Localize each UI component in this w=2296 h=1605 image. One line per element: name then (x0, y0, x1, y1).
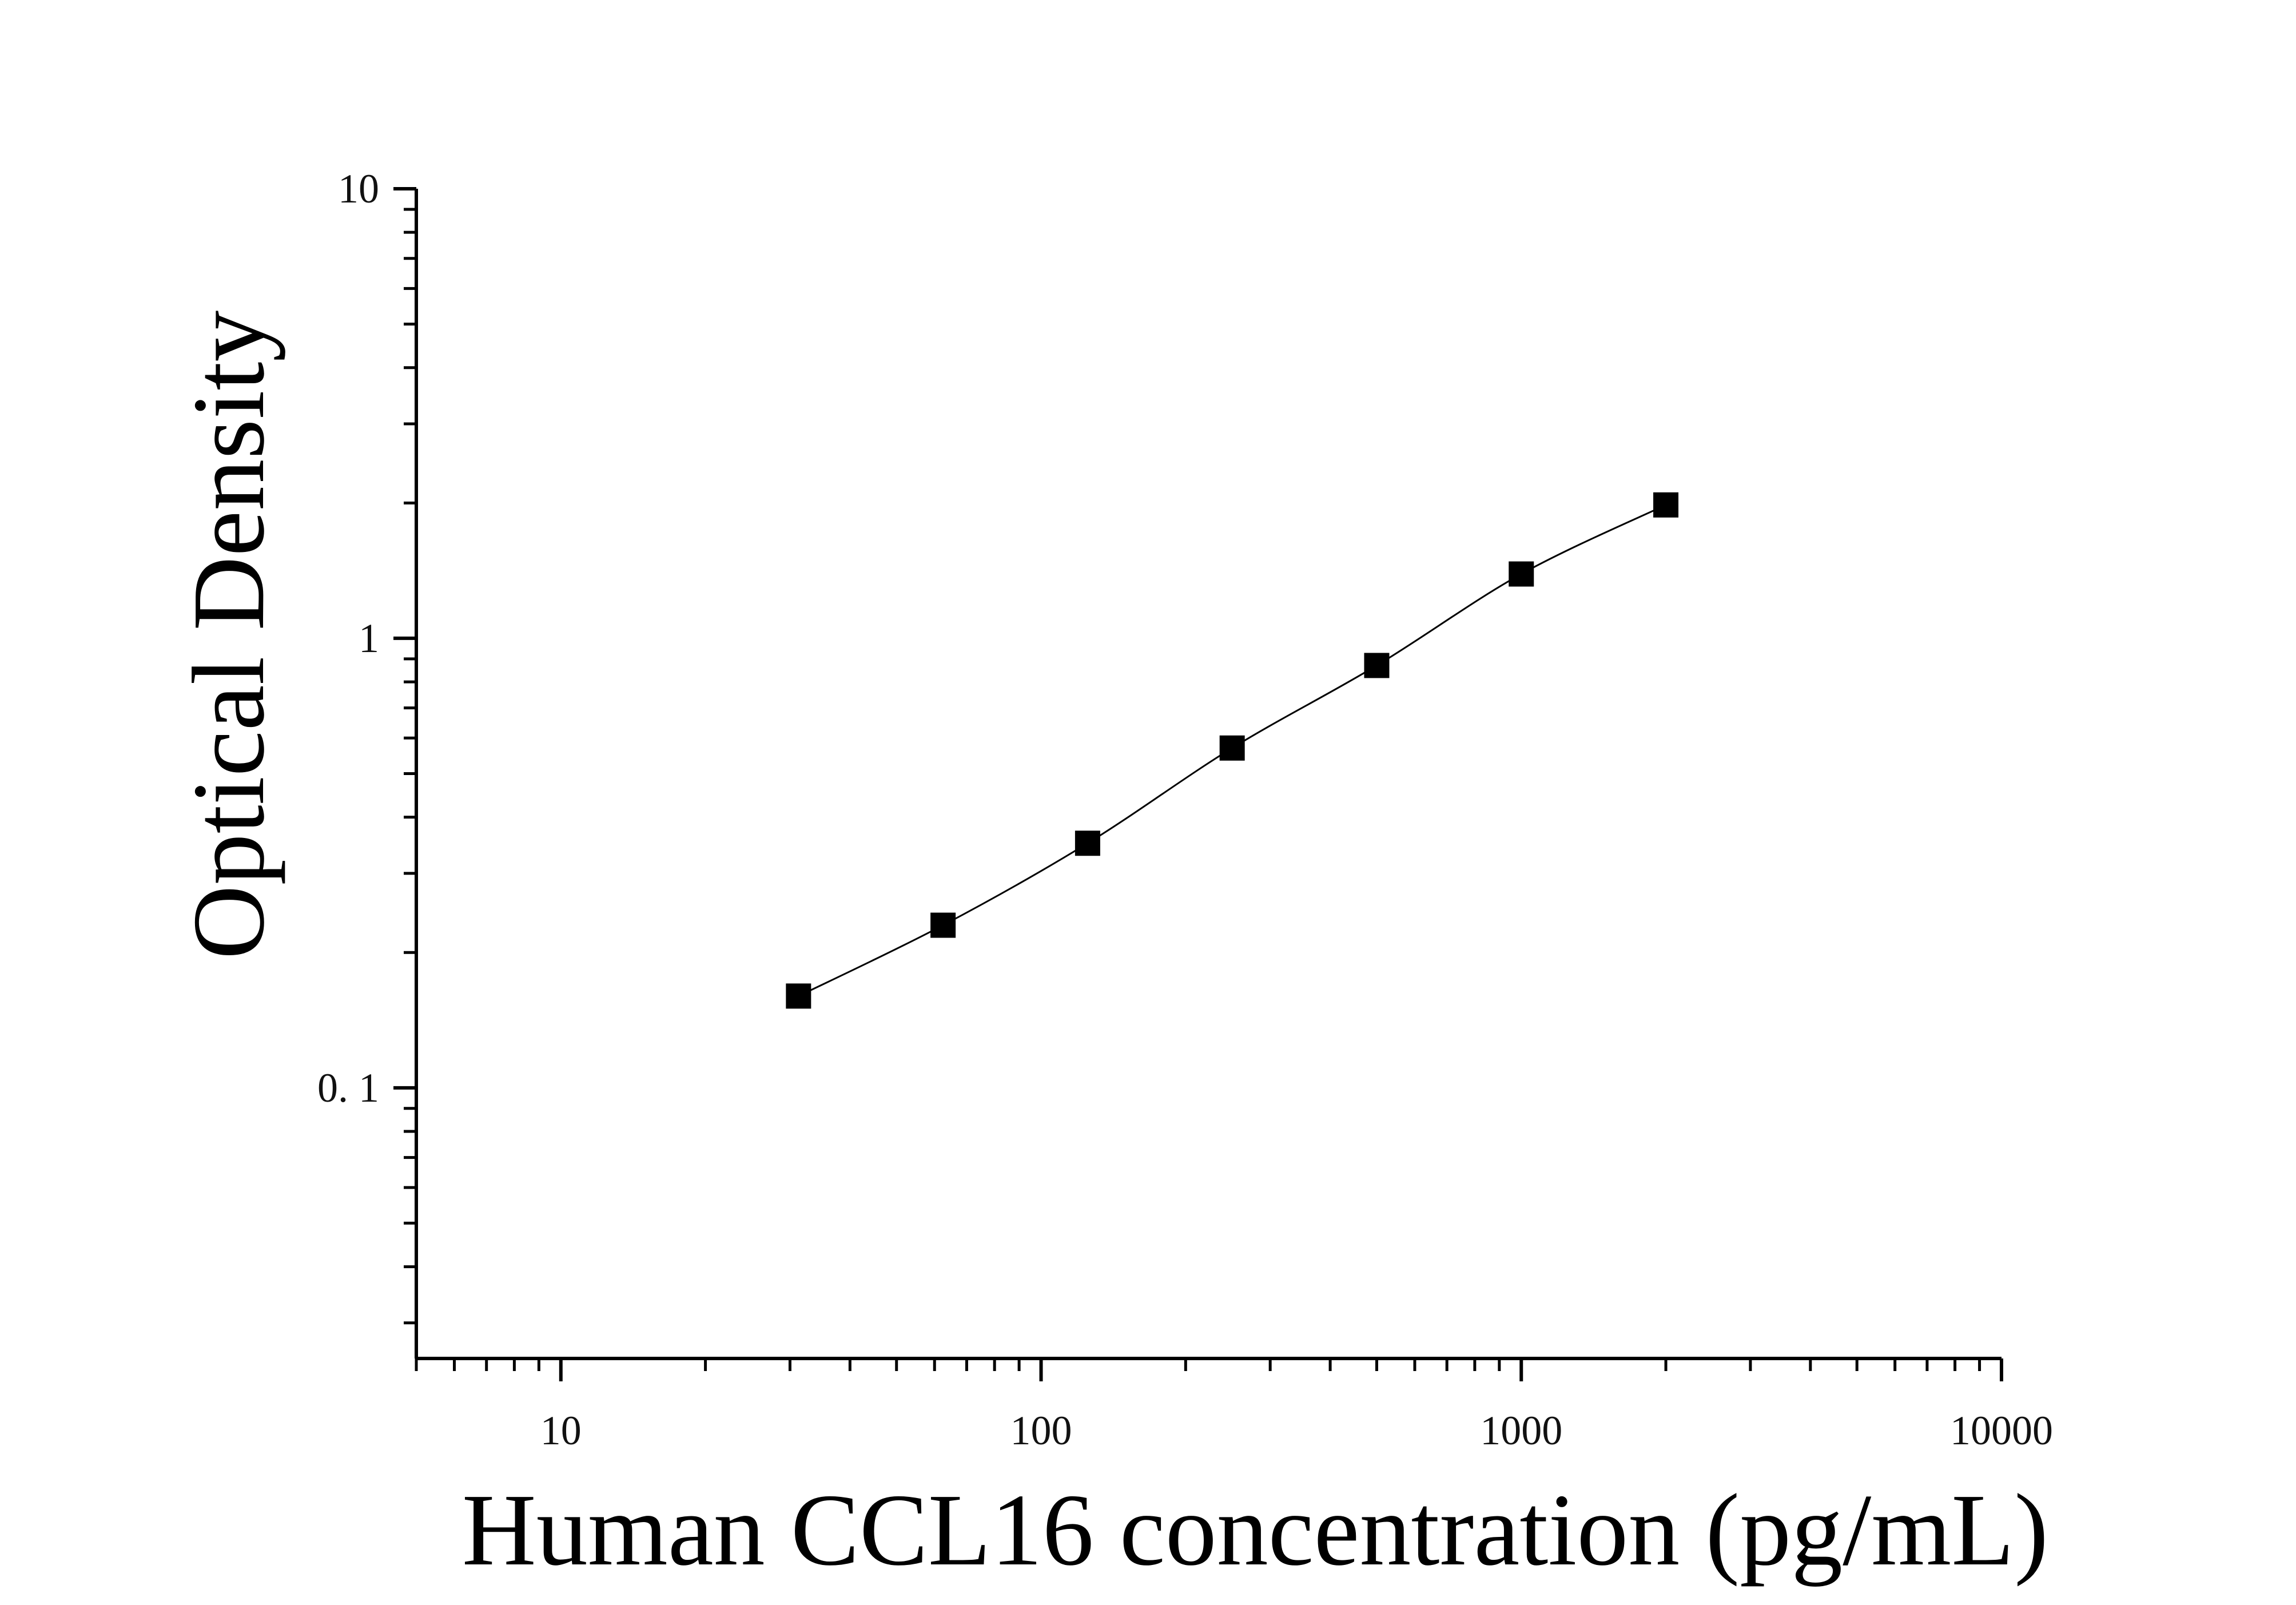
x-tick-label: 1000 (1480, 1408, 1562, 1453)
x-tick-label: 10 (540, 1408, 582, 1453)
tick-labels: 10 100 1000 10000 0. 1 1 10 (317, 166, 2053, 1453)
data-point-marker (1509, 561, 1534, 587)
data-point-marker (1075, 831, 1100, 856)
y-tick-label: 0. 1 (317, 1065, 379, 1111)
x-axis-title: Human CCL16 concentration (pg/mL) (462, 1473, 2048, 1587)
ticks (393, 187, 2003, 1381)
data-points (786, 492, 1679, 1009)
y-tick-label: 1 (359, 615, 379, 661)
data-point-marker (930, 912, 956, 938)
x-tick-label: 100 (1010, 1408, 1072, 1453)
data-point-marker (1364, 653, 1390, 678)
data-point-marker (786, 983, 811, 1009)
y-tick-label: 10 (338, 166, 379, 212)
axes (415, 189, 2001, 1360)
data-point-marker (1653, 492, 1679, 518)
x-tick-label: 10000 (1950, 1408, 2053, 1453)
y-axis-title: Optical Density (172, 311, 285, 960)
data-point-marker (1219, 735, 1245, 761)
